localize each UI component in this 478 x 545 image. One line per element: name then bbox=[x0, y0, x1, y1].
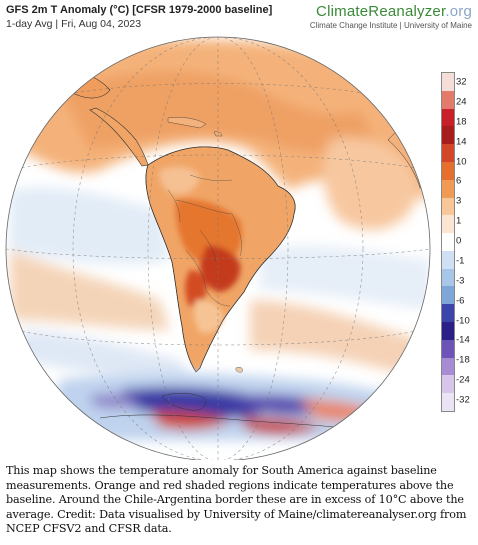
brand-name-tld: .org bbox=[445, 3, 472, 20]
legend-label: 3 bbox=[456, 195, 462, 207]
legend-label: 32 bbox=[456, 76, 467, 88]
legend-swatch bbox=[442, 250, 454, 270]
legend-swatch bbox=[442, 322, 454, 341]
globe-surface bbox=[6, 37, 430, 460]
legend-label: -14 bbox=[456, 334, 470, 346]
graticule bbox=[6, 37, 430, 460]
caption-text: This map shows the temperature anomaly f… bbox=[6, 464, 467, 536]
globe-map bbox=[5, 36, 431, 460]
legend-swatch bbox=[442, 286, 454, 305]
map-title: GFS 2m T Anomaly (°C) [CFSR 1979-2000 ba… bbox=[6, 4, 273, 16]
brand-name[interactable]: ClimateReanalyzer.org bbox=[310, 3, 472, 20]
legend-swatch bbox=[442, 126, 454, 145]
brand-name-main: ClimateReanalyzer bbox=[316, 3, 446, 20]
legend-swatch bbox=[442, 339, 454, 359]
map-date-subtitle: 1-day Avg | Fri, Aug 04, 2023 bbox=[6, 18, 142, 30]
legend-label: 24 bbox=[456, 96, 467, 108]
legend-colorbar bbox=[441, 72, 455, 412]
legend-swatch bbox=[442, 197, 454, 216]
legend-swatch bbox=[442, 108, 454, 127]
legend-label: -6 bbox=[456, 295, 465, 307]
legend-swatch bbox=[442, 233, 454, 252]
anomaly-fields bbox=[10, 39, 430, 385]
legend-swatch bbox=[442, 90, 454, 110]
legend-label: -3 bbox=[456, 275, 465, 287]
legend-swatch bbox=[442, 357, 454, 376]
legend-label: 14 bbox=[456, 136, 467, 148]
globe-outline bbox=[5, 36, 431, 460]
legend-swatch bbox=[442, 393, 454, 411]
legend-swatch bbox=[442, 73, 454, 92]
legend-label: -32 bbox=[456, 394, 470, 406]
color-legend: 32 24 18 14 10 6 3 1 0 -1 -3 -6 -10 -14 -18 -24 -32 bbox=[441, 72, 475, 414]
legend-label: 1 bbox=[456, 215, 462, 227]
brand-block: ClimateReanalyzer.org Climate Change Ins… bbox=[310, 3, 472, 30]
legend-label: -24 bbox=[456, 374, 470, 386]
legend-label: -1 bbox=[456, 255, 465, 267]
legend-swatch bbox=[442, 304, 454, 323]
legend-label: -18 bbox=[456, 354, 470, 366]
legend-swatch bbox=[442, 215, 454, 234]
legend-label: 18 bbox=[456, 116, 467, 128]
legend-label: 0 bbox=[456, 235, 462, 247]
legend-label: -10 bbox=[456, 315, 470, 326]
legend-swatch bbox=[442, 161, 454, 181]
antarctica-region bbox=[40, 373, 420, 440]
legend-swatch bbox=[442, 144, 454, 163]
legend-label: 6 bbox=[456, 175, 462, 187]
legend-swatch bbox=[442, 179, 454, 199]
legend-swatch bbox=[442, 375, 454, 394]
legend-swatch bbox=[442, 268, 454, 287]
legend-label: 10 bbox=[456, 156, 467, 167]
brand-institution: Climate Change Institute | University of… bbox=[309, 21, 472, 30]
